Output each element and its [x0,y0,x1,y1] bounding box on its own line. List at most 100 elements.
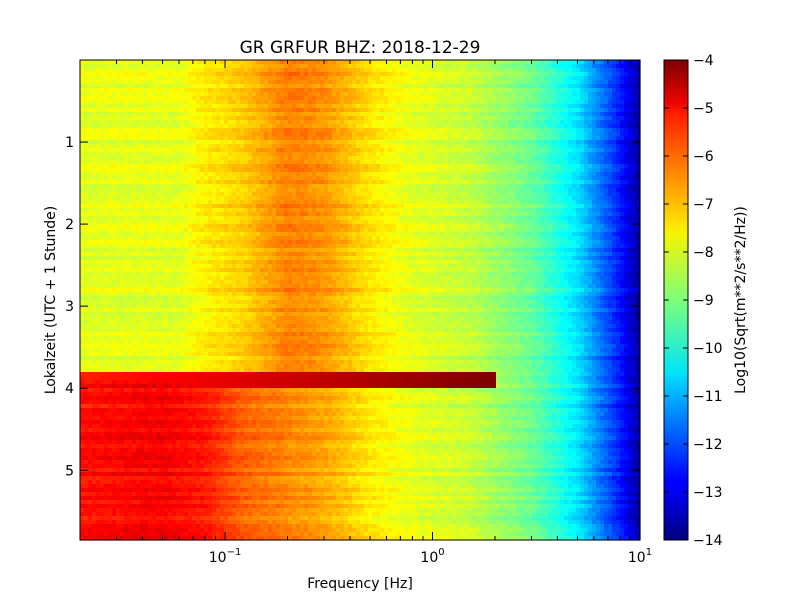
heatmap-cell [532,112,537,117]
heatmap-cell [248,80,253,85]
heatmap-cell [252,168,257,173]
heatmap-cell [360,132,365,137]
heatmap-cell [504,108,509,113]
heatmap-cell [532,60,537,65]
heatmap-cell [92,156,97,161]
heatmap-cell [208,200,213,205]
heatmap-cell [408,180,413,185]
heatmap-cell [84,136,89,141]
heatmap-cell [156,176,161,181]
heatmap-cell [424,188,429,193]
heatmap-cell [364,104,369,109]
heatmap-cell [220,140,225,145]
heatmap-cell [200,88,205,93]
heatmap-cell [440,100,445,105]
heatmap-cell [508,192,513,197]
heatmap-cell [228,80,233,85]
heatmap-cell [368,100,373,105]
heatmap-cell [352,148,357,153]
heatmap-cell [468,176,473,181]
heatmap-cell [476,192,481,197]
heatmap-cell [612,156,617,161]
heatmap-cell [632,148,637,153]
heatmap-cell [408,116,413,121]
heatmap-cell [116,76,121,81]
heatmap-cell [172,180,177,185]
heatmap-cell [236,104,241,109]
heatmap-cell [540,108,545,113]
heatmap-cell [288,148,293,153]
heatmap-cell [496,112,501,117]
heatmap-cell [120,72,125,77]
heatmap-cell [380,156,385,161]
heatmap-cell [236,80,241,85]
heatmap-cell [132,104,137,109]
heatmap-cell [592,68,597,73]
heatmap-cell [428,68,433,73]
heatmap-cell [612,168,617,173]
heatmap-cell [108,168,113,173]
heatmap-cell [476,76,481,81]
heatmap-cell [348,168,353,173]
heatmap-cell [452,88,457,93]
heatmap-cell [272,88,277,93]
heatmap-cell [152,188,157,193]
heatmap-cell [524,116,529,121]
heatmap-cell [568,108,573,113]
heatmap-cell [612,196,617,201]
heatmap-cell [128,88,133,93]
heatmap-cell [252,176,257,181]
heatmap-cell [100,96,105,101]
heatmap-cell [104,116,109,121]
heatmap-cell [136,116,141,121]
heatmap-cell [472,192,477,197]
heatmap-cell [288,184,293,189]
heatmap-cell [596,92,601,97]
heatmap-cell [248,132,253,137]
heatmap-cell [444,144,449,149]
heatmap-cell [580,120,585,125]
heatmap-cell [564,68,569,73]
heatmap-cell [328,164,333,169]
heatmap-cell [604,192,609,197]
heatmap-cell [596,100,601,105]
heatmap-cell [600,136,605,141]
heatmap-cell [508,80,513,85]
heatmap-cell [348,164,353,169]
heatmap-cell [388,128,393,133]
heatmap-cell [540,68,545,73]
heatmap-cell [532,96,537,101]
heatmap-cell [124,96,129,101]
heatmap-cell [232,168,237,173]
heatmap-cell [428,104,433,109]
heatmap-cell [568,88,573,93]
heatmap-cell [588,60,593,65]
heatmap-cell [508,144,513,149]
heatmap-cell [80,64,85,69]
heatmap-cell [560,196,565,201]
heatmap-cell [588,76,593,81]
heatmap-cell [504,164,509,169]
heatmap-cell [336,76,341,81]
heatmap-cell [624,132,629,137]
heatmap-cell [428,72,433,77]
heatmap-cell [528,160,533,165]
heatmap-cell [600,96,605,101]
heatmap-cell [584,156,589,161]
heatmap-cell [472,124,477,129]
heatmap-cell [628,140,633,145]
heatmap-cell [392,80,397,85]
heatmap-cell [136,200,141,205]
heatmap-cell [232,124,237,129]
heatmap-cell [260,104,265,109]
heatmap-cell [412,156,417,161]
heatmap-cell [380,112,385,117]
heatmap-cell [436,196,441,201]
heatmap-cell [444,156,449,161]
heatmap-cell [328,80,333,85]
heatmap-cell [240,140,245,145]
heatmap-cell [524,64,529,69]
heatmap-cell [592,88,597,93]
heatmap-cell [300,176,305,181]
heatmap-cell [584,84,589,89]
